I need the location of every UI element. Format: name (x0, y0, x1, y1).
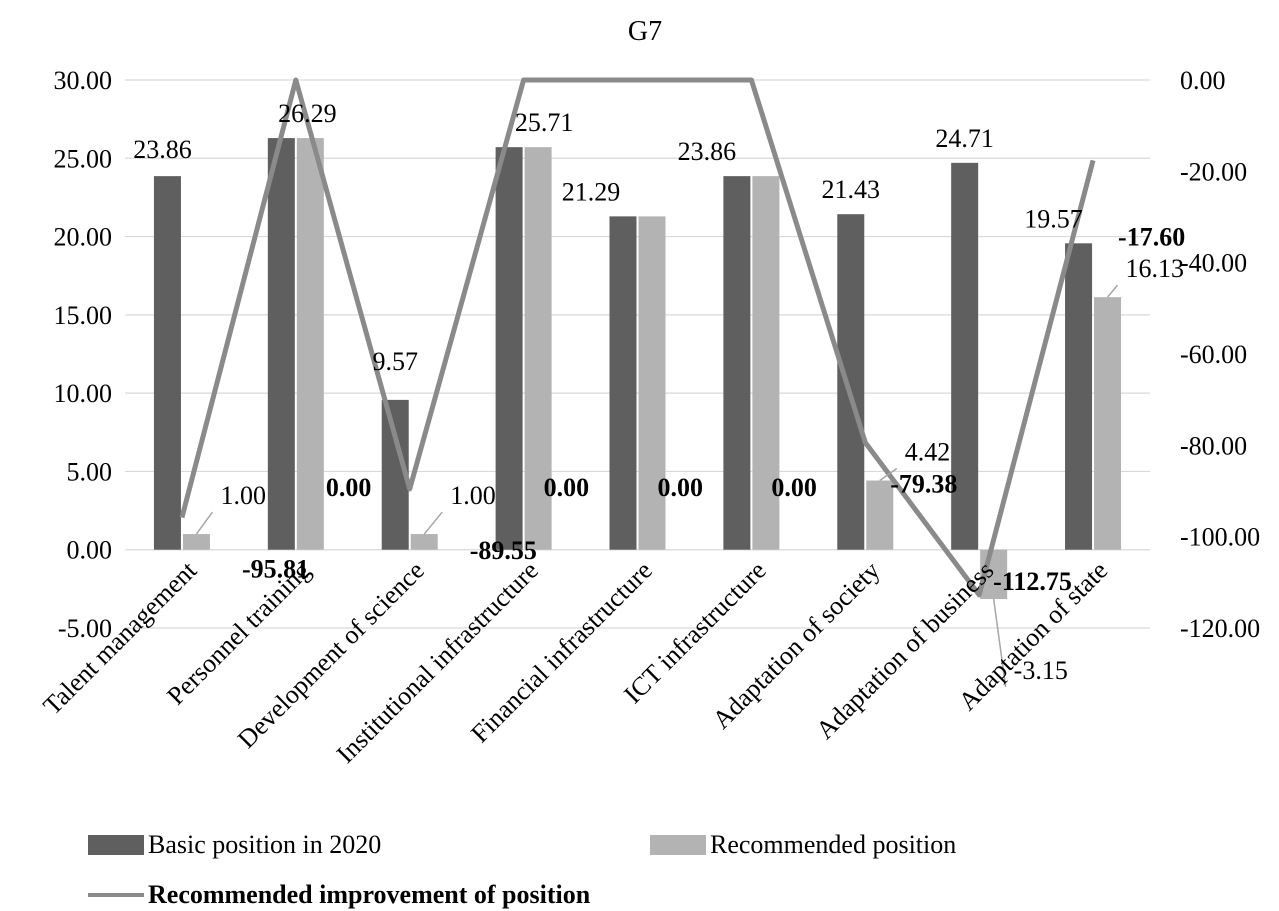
leader-line (423, 511, 443, 535)
data-label-basic: 21.43 (822, 175, 881, 204)
right-tick-label: 0.00 (1180, 66, 1226, 95)
data-label-basic: 9.57 (372, 347, 418, 376)
left-tick-label: 10.00 (54, 379, 113, 408)
data-label-improvement: -79.38 (890, 470, 957, 499)
bar-basic (1065, 243, 1093, 550)
data-label-improvement: -95.81 (242, 555, 309, 584)
bar-basic (723, 176, 751, 550)
bar-recommended (524, 147, 552, 550)
gridlines (125, 79, 1150, 629)
bar-recommended (752, 176, 780, 550)
left-tick-label: 20.00 (54, 223, 113, 252)
left-axis: 30.00 25.00 20.00 15.00 10.00 5.00 0.00 -5.00 (54, 66, 113, 643)
bar-recommended (1094, 297, 1122, 550)
category-label: Development of science (232, 556, 430, 754)
bar-recommended (638, 216, 666, 550)
data-label-recommended: 16.13 (1126, 254, 1185, 283)
improvement-line (179, 77, 1096, 598)
data-label-basic: 23.86 (678, 137, 737, 166)
category-label: Institutional infrastructure (331, 556, 544, 769)
left-tick-label: 0.00 (67, 536, 113, 565)
data-label-recommended: -3.15 (1014, 656, 1068, 685)
leader-line (992, 598, 1007, 688)
data-label-basic: 24.71 (935, 124, 994, 153)
chart-title: G7 (628, 16, 662, 47)
left-tick-label: 30.00 (54, 66, 113, 95)
right-tick-label: -80.00 (1180, 431, 1247, 460)
bar-basic (495, 147, 523, 550)
improvement-series-line (179, 77, 1096, 598)
right-tick-label: -60.00 (1180, 340, 1247, 369)
right-axis: 0.00 -20.00 -40.00 -60.00 -80.00 -100.00 -120.… (1180, 66, 1260, 643)
left-tick-label: 25.00 (54, 144, 113, 173)
data-label-improvement: -89.55 (470, 536, 537, 565)
bars (153, 138, 1122, 600)
bar-recommended (410, 534, 438, 550)
data-label-improvement: -17.60 (1118, 222, 1185, 251)
data-label-improvement: 0.00 (326, 473, 372, 502)
data-label-recommended: 1.00 (450, 481, 496, 510)
right-tick-label: -120.00 (1180, 614, 1260, 643)
data-label-basic: 26.29 (278, 99, 337, 128)
data-label-basic: 21.29 (562, 177, 621, 206)
leader-line (879, 467, 898, 482)
data-label-improvement: -112.75 (993, 567, 1072, 596)
leader-line (195, 511, 214, 535)
bar-basic (609, 216, 637, 550)
data-labels: 23.86 1.00 26.29 9.57 1.00 25.71 21.29 23.86 21.… (133, 99, 1185, 688)
bar-recommended (866, 480, 894, 550)
bar-basic (951, 162, 979, 550)
bar-recommended (296, 138, 324, 550)
bar-recommended (182, 534, 210, 550)
data-label-improvement: 0.00 (771, 473, 817, 502)
data-label-basic: 23.86 (133, 135, 192, 164)
right-tick-label: -100.00 (1180, 523, 1260, 552)
left-tick-label: 15.00 (54, 301, 113, 330)
data-label-improvement: 0.00 (544, 473, 590, 502)
data-label-basic: 19.57 (1024, 204, 1083, 233)
right-tick-label: -40.00 (1180, 249, 1247, 278)
data-label-recommended: 1.00 (220, 481, 266, 510)
data-label-basic: 25.71 (515, 108, 574, 137)
leader-line (1106, 284, 1119, 298)
bar-basic (153, 176, 181, 550)
data-label-recommended: 4.42 (905, 438, 951, 467)
data-label-improvement: 0.00 (658, 473, 704, 502)
bar-basic (267, 138, 295, 550)
left-tick-label: 5.00 (67, 457, 113, 486)
bar-basic (837, 214, 865, 550)
right-tick-label: -20.00 (1180, 157, 1247, 186)
left-tick-label: -5.00 (58, 614, 112, 643)
